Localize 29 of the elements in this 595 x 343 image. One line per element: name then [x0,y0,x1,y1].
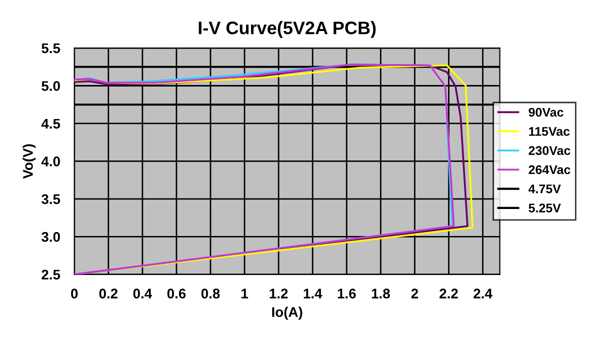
x-tick-label: 2.2 [440,288,458,298]
x-tick-label: 1.8 [372,288,390,298]
y-tick-label: 3.5 [42,194,60,204]
x-tick-label: 0.2 [99,288,118,298]
y-tick-label: 4.0 [41,156,60,166]
x-tick-label: 0 [71,288,78,298]
legend-label: 90Vac [528,108,564,117]
legend-label: 115Vac [529,127,570,136]
x-tick-label: 1.4 [304,288,322,298]
y-tick-label: 4.5 [41,118,60,129]
x-tick-label: 0.4 [133,288,152,298]
y-tick-label: 2.5 [42,270,60,280]
x-tick-label: 1.6 [338,288,356,298]
y-tick-label: 5.5 [42,43,60,54]
x-axis-title: Io(A) [272,306,302,320]
x-tick-label: 0.6 [167,288,186,298]
legend-label: 4.75V [528,184,561,194]
y-tick-label: 3.0 [42,232,60,242]
x-tick-label: 1 [242,288,248,298]
chart-title: I-V Curve(5V2A PCB) [198,21,376,38]
x-tick-label: 2 [411,288,418,298]
y-axis-title: Vo(V) [22,144,36,179]
legend-label: 230Vac [528,146,570,156]
legend-label: 264Vac [528,165,570,174]
legend-label: 5.25V [528,204,561,212]
x-tick-label: 2.4 [474,288,492,298]
x-tick-label: 1.2 [270,288,288,298]
x-tick-label: 0.8 [201,288,220,298]
y-tick-label: 5.0 [42,81,60,91]
